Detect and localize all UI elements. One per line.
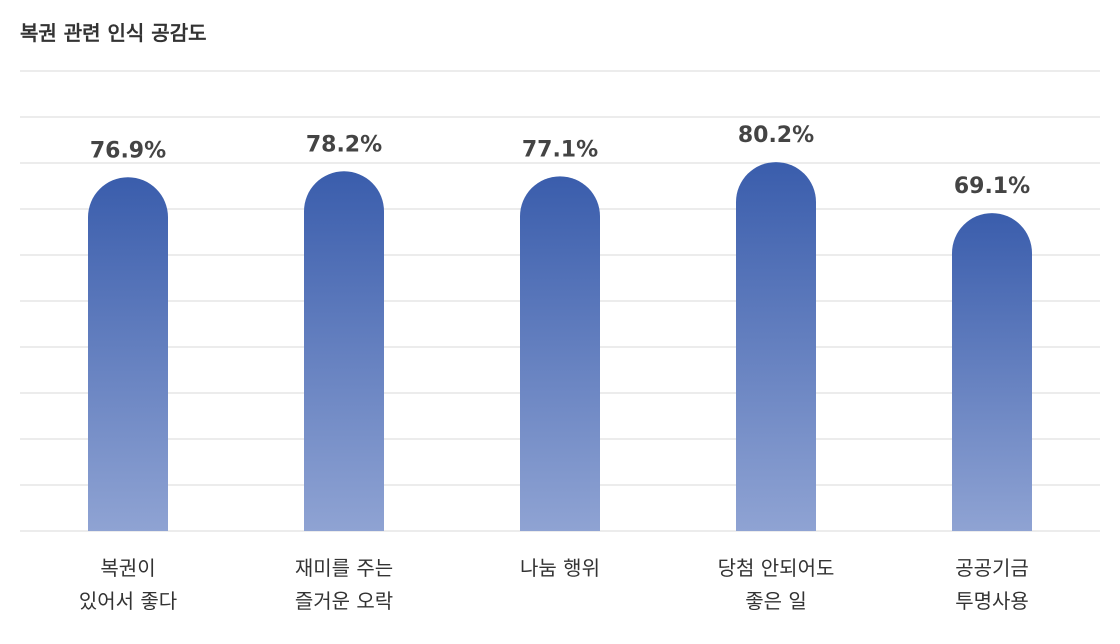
x-tick-label: 즐거운 오락 (295, 589, 393, 613)
chart-title: 복권 관련 인식 공감도 (20, 21, 207, 45)
x-tick-label: 복권이 (100, 556, 155, 580)
x-tick-label: 재미를 주는 (295, 556, 393, 580)
value-label: 80.2% (738, 123, 814, 148)
value-label: 78.2% (306, 132, 382, 157)
value-label: 77.1% (522, 137, 598, 162)
bar (520, 176, 600, 531)
bar (952, 213, 1032, 531)
bar (304, 171, 384, 531)
bar (88, 177, 168, 531)
value-label: 69.1% (954, 174, 1030, 199)
x-tick-label: 공공기금 (955, 556, 1029, 580)
x-tick-label: 투명사용 (955, 589, 1029, 613)
x-tick-label: 좋은 일 (745, 589, 807, 613)
x-tick-label: 당첨 안되어도 (718, 556, 835, 580)
x-tick-label: 있어서 좋다 (79, 589, 177, 613)
value-label: 76.9% (90, 138, 166, 163)
bar (736, 162, 816, 531)
x-tick-label: 나눔 행위 (520, 556, 600, 580)
